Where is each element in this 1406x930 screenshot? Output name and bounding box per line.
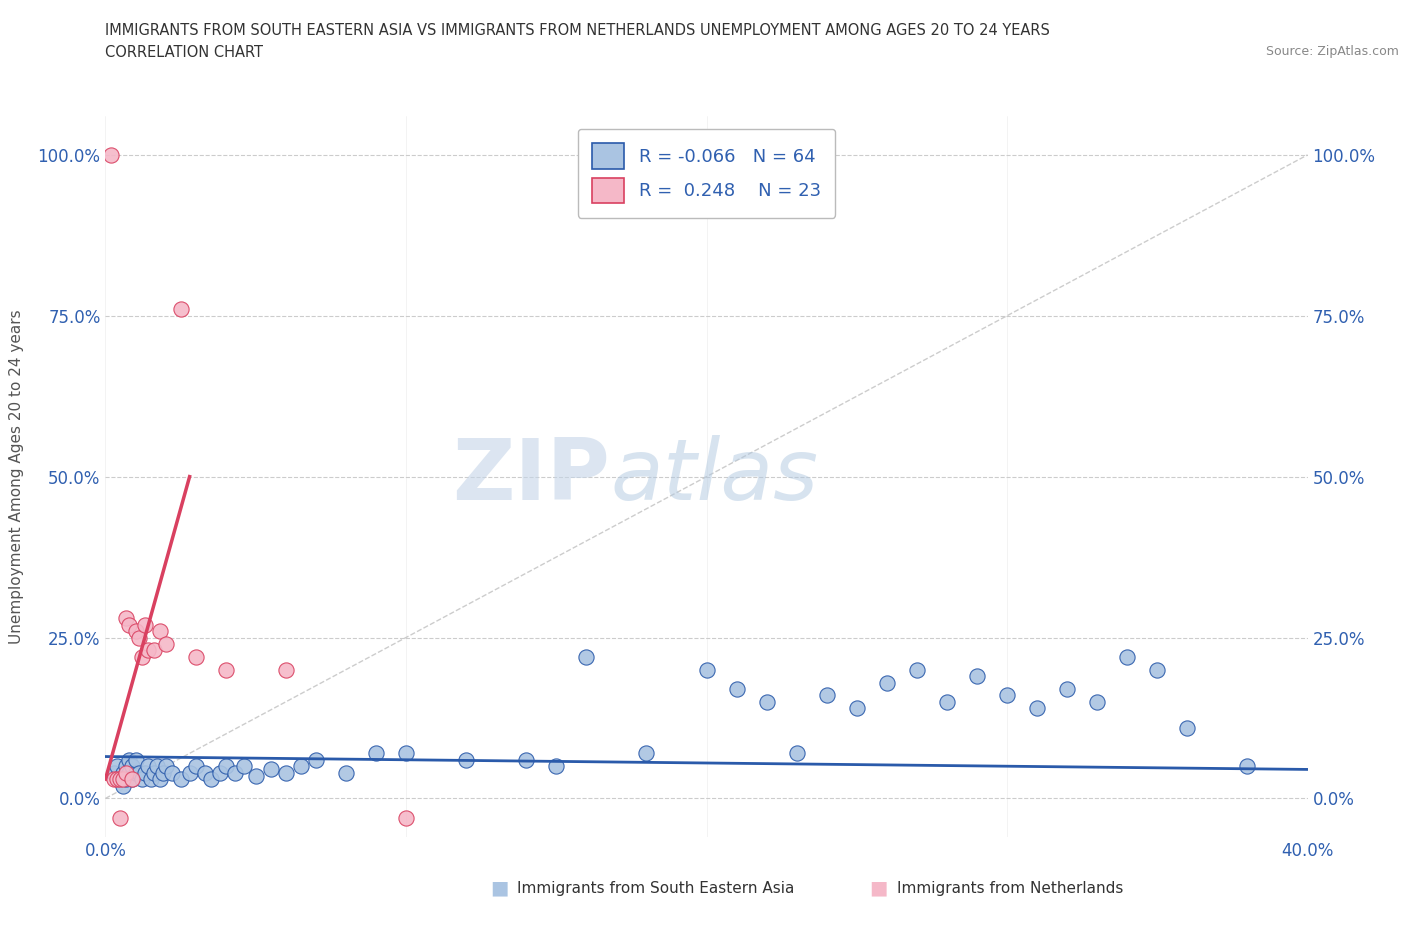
- Point: [121, 772, 143, 787]
- Point: [786, 746, 808, 761]
- Point: [128, 765, 150, 780]
- Point: [110, 810, 132, 825]
- Point: [112, 765, 135, 780]
- Point: [1236, 759, 1258, 774]
- Point: [232, 759, 254, 774]
- Point: [112, 778, 135, 793]
- Point: [260, 762, 283, 777]
- Point: [395, 746, 418, 761]
- Point: [179, 765, 201, 780]
- Point: [290, 759, 312, 774]
- Point: [118, 752, 141, 767]
- Point: [128, 630, 150, 644]
- Point: [194, 765, 217, 780]
- Point: [876, 675, 898, 690]
- Point: [546, 759, 568, 774]
- Text: ■: ■: [489, 879, 509, 897]
- Point: [224, 765, 246, 780]
- Point: [905, 662, 928, 677]
- Point: [214, 759, 236, 774]
- Point: [136, 759, 159, 774]
- Point: [364, 746, 387, 761]
- Point: [121, 759, 143, 774]
- Point: [142, 765, 165, 780]
- Text: ZIP: ZIP: [453, 435, 610, 518]
- Point: [155, 759, 177, 774]
- Point: [148, 772, 170, 787]
- Legend: R = -0.066   N = 64, R =  0.248    N = 23: R = -0.066 N = 64, R = 0.248 N = 23: [578, 129, 835, 218]
- Point: [815, 688, 838, 703]
- Text: Source: ZipAtlas.com: Source: ZipAtlas.com: [1265, 45, 1399, 58]
- Point: [110, 772, 132, 787]
- Point: [725, 682, 748, 697]
- Point: [966, 669, 988, 684]
- Point: [184, 649, 207, 664]
- Point: [142, 643, 165, 658]
- Point: [112, 772, 135, 787]
- Point: [755, 695, 778, 710]
- Point: [160, 765, 183, 780]
- Point: [103, 772, 125, 787]
- Text: Immigrants from Netherlands: Immigrants from Netherlands: [897, 881, 1123, 896]
- Point: [936, 695, 959, 710]
- Point: [124, 624, 146, 639]
- Point: [124, 752, 146, 767]
- Point: [118, 765, 141, 780]
- Point: [636, 746, 658, 761]
- Text: IMMIGRANTS FROM SOUTH EASTERN ASIA VS IMMIGRANTS FROM NETHERLANDS UNEMPLOYMENT A: IMMIGRANTS FROM SOUTH EASTERN ASIA VS IM…: [105, 23, 1050, 38]
- Text: ■: ■: [869, 879, 889, 897]
- Point: [1056, 682, 1078, 697]
- Text: Immigrants from South Eastern Asia: Immigrants from South Eastern Asia: [517, 881, 794, 896]
- Point: [1085, 695, 1108, 710]
- Point: [696, 662, 718, 677]
- Point: [115, 765, 138, 780]
- Point: [110, 772, 132, 787]
- Point: [395, 810, 418, 825]
- Point: [845, 701, 868, 716]
- Point: [121, 772, 143, 787]
- Point: [115, 772, 138, 787]
- Point: [169, 302, 191, 317]
- Point: [995, 688, 1018, 703]
- Point: [575, 649, 598, 664]
- Point: [139, 772, 162, 787]
- Point: [145, 759, 167, 774]
- Point: [169, 772, 191, 787]
- Point: [454, 752, 477, 767]
- Y-axis label: Unemployment Among Ages 20 to 24 years: Unemployment Among Ages 20 to 24 years: [8, 310, 24, 644]
- Text: atlas: atlas: [610, 435, 818, 518]
- Point: [155, 636, 177, 651]
- Text: CORRELATION CHART: CORRELATION CHART: [105, 45, 263, 60]
- Point: [1026, 701, 1049, 716]
- Point: [274, 662, 297, 677]
- Point: [103, 765, 125, 780]
- Point: [131, 772, 153, 787]
- Point: [274, 765, 297, 780]
- Point: [131, 649, 153, 664]
- Point: [134, 765, 156, 780]
- Point: [1175, 720, 1198, 735]
- Point: [118, 618, 141, 632]
- Point: [515, 752, 537, 767]
- Point: [245, 768, 267, 783]
- Point: [136, 643, 159, 658]
- Point: [115, 759, 138, 774]
- Point: [100, 148, 122, 163]
- Point: [134, 618, 156, 632]
- Point: [208, 765, 231, 780]
- Point: [305, 752, 328, 767]
- Point: [1146, 662, 1168, 677]
- Point: [107, 759, 129, 774]
- Point: [152, 765, 174, 780]
- Point: [200, 772, 222, 787]
- Point: [115, 611, 138, 626]
- Point: [124, 765, 146, 780]
- Point: [1116, 649, 1139, 664]
- Point: [335, 765, 357, 780]
- Point: [107, 772, 129, 787]
- Point: [148, 624, 170, 639]
- Point: [214, 662, 236, 677]
- Point: [184, 759, 207, 774]
